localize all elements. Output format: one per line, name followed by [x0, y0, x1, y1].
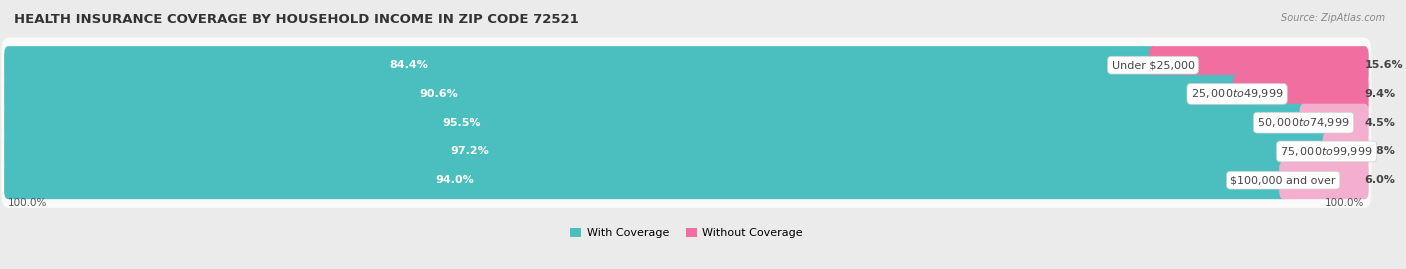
Text: 100.0%: 100.0% [8, 198, 48, 208]
Text: $100,000 and over: $100,000 and over [1230, 175, 1336, 185]
Legend: With Coverage, Without Coverage: With Coverage, Without Coverage [569, 228, 803, 238]
Text: 6.0%: 6.0% [1365, 175, 1396, 185]
Text: $50,000 to $74,999: $50,000 to $74,999 [1257, 116, 1350, 129]
FancyBboxPatch shape [4, 161, 1288, 199]
Text: $75,000 to $99,999: $75,000 to $99,999 [1281, 145, 1372, 158]
FancyBboxPatch shape [1323, 132, 1368, 171]
Text: 4.5%: 4.5% [1365, 118, 1396, 128]
FancyBboxPatch shape [4, 132, 1330, 171]
Text: 95.5%: 95.5% [443, 118, 481, 128]
Text: 97.2%: 97.2% [450, 146, 489, 157]
FancyBboxPatch shape [1279, 161, 1368, 199]
FancyBboxPatch shape [1, 95, 1371, 150]
Text: Source: ZipAtlas.com: Source: ZipAtlas.com [1281, 13, 1385, 23]
FancyBboxPatch shape [1, 38, 1371, 93]
FancyBboxPatch shape [4, 104, 1308, 142]
Text: 15.6%: 15.6% [1365, 60, 1403, 70]
FancyBboxPatch shape [1, 153, 1371, 208]
Text: 9.4%: 9.4% [1365, 89, 1396, 99]
FancyBboxPatch shape [1149, 46, 1368, 84]
Text: 94.0%: 94.0% [434, 175, 474, 185]
FancyBboxPatch shape [1233, 75, 1368, 113]
FancyBboxPatch shape [1299, 104, 1368, 142]
Text: 2.8%: 2.8% [1365, 146, 1396, 157]
FancyBboxPatch shape [1, 124, 1371, 179]
Text: 90.6%: 90.6% [419, 89, 458, 99]
FancyBboxPatch shape [4, 46, 1157, 84]
Text: Under $25,000: Under $25,000 [1112, 60, 1195, 70]
Text: 84.4%: 84.4% [389, 60, 429, 70]
FancyBboxPatch shape [1, 66, 1371, 122]
Text: HEALTH INSURANCE COVERAGE BY HOUSEHOLD INCOME IN ZIP CODE 72521: HEALTH INSURANCE COVERAGE BY HOUSEHOLD I… [14, 13, 579, 26]
FancyBboxPatch shape [4, 75, 1241, 113]
Text: 100.0%: 100.0% [1326, 198, 1365, 208]
Text: $25,000 to $49,999: $25,000 to $49,999 [1191, 87, 1284, 100]
